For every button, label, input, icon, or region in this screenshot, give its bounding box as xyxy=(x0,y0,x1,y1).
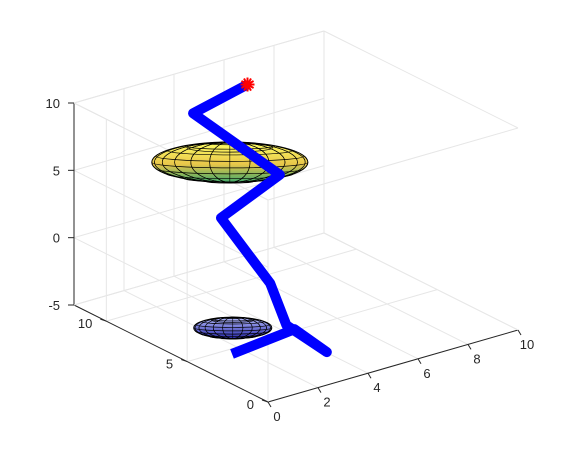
sphere-latitude xyxy=(195,330,271,335)
sphere-latitude xyxy=(200,333,265,338)
top-front-edge xyxy=(267,127,519,201)
x-tick-label: 2 xyxy=(323,395,330,410)
sphere-latitude xyxy=(200,321,265,325)
x-tick-label: 6 xyxy=(423,366,430,381)
x-axis-line xyxy=(267,329,519,403)
z-tick-label: 0 xyxy=(53,231,60,246)
z-tick-label: 10 xyxy=(46,96,60,111)
sphere-latitude xyxy=(166,150,294,156)
x-tick-mark xyxy=(317,387,322,393)
sphere-latitude xyxy=(205,181,255,184)
y-tick-label: 0 xyxy=(247,397,254,412)
x-tick-label: 4 xyxy=(373,380,380,395)
y-tick-mark xyxy=(261,399,269,403)
back-floor-edge xyxy=(73,232,325,306)
yellow-sphere xyxy=(151,141,309,184)
x-tick-mark xyxy=(267,401,272,408)
series xyxy=(188,80,332,359)
z-tick-label: -5 xyxy=(48,298,60,313)
sphere-latitude xyxy=(166,173,294,180)
top-back-edge xyxy=(73,30,325,104)
star-ray xyxy=(240,80,255,89)
ticks: 0 2 4 6 8 10 0 5 10 -5 0 5 10 xyxy=(46,96,535,424)
blue-sphere xyxy=(193,316,273,340)
sphere-latitude xyxy=(183,145,277,150)
y-tick-mark xyxy=(100,318,107,322)
end-point-star-marker xyxy=(240,77,255,92)
grid-line-y-floor xyxy=(106,248,357,322)
right-floor-edge xyxy=(323,232,519,331)
top-right-edge xyxy=(323,30,519,129)
x-tick-mark xyxy=(467,344,472,350)
grid-line-z-back xyxy=(73,97,325,171)
grid xyxy=(73,30,519,403)
sphere-cap xyxy=(210,317,255,323)
sphere-latitude xyxy=(193,327,273,332)
grid-line-y-floor xyxy=(187,289,438,363)
axes-box xyxy=(73,30,519,403)
y-tick-mark xyxy=(181,359,188,363)
markers xyxy=(240,77,255,92)
sphere-latitude xyxy=(151,162,309,169)
grid-line-x-floor xyxy=(123,290,319,389)
grid-line-z-side xyxy=(73,169,269,268)
sphere-latitude xyxy=(155,168,305,175)
x-tick-label: 10 xyxy=(520,337,534,352)
sphere-longitude xyxy=(194,316,271,339)
x-tick-label: 8 xyxy=(473,351,480,366)
z-tick-label: 5 xyxy=(53,163,60,178)
x-tick-mark xyxy=(417,358,422,365)
y-tick-label: 5 xyxy=(166,357,173,372)
x-tick-mark xyxy=(517,329,522,336)
x-tick-label: 0 xyxy=(273,409,280,424)
x-tick-mark xyxy=(367,372,372,379)
path-series-line xyxy=(188,80,332,359)
y-tick-label: 10 xyxy=(78,316,92,331)
sphere-latitude xyxy=(195,324,271,328)
